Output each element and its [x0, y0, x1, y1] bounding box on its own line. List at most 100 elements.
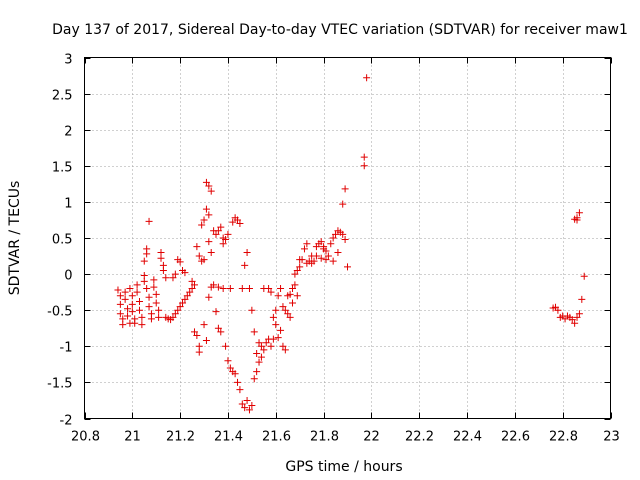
data-point [214, 227, 222, 235]
x-tick-label: 21.6 [262, 430, 291, 445]
data-point [195, 252, 203, 260]
data-point [200, 321, 208, 329]
data-point [205, 211, 213, 219]
data-point [126, 285, 134, 293]
data-point [207, 187, 215, 195]
data-point [255, 358, 263, 366]
data-point [202, 205, 210, 213]
data-point [188, 285, 196, 293]
data-point [298, 256, 306, 264]
data-point [169, 274, 177, 282]
data-point [169, 313, 177, 321]
data-point [580, 272, 588, 280]
data-point [243, 248, 251, 256]
data-point [289, 285, 297, 293]
x-tick-label: 23 [603, 430, 620, 445]
data-point [334, 248, 342, 256]
data-point [116, 310, 124, 318]
y-tick-label: 0.5 [52, 233, 73, 248]
x-tick-label: 21 [124, 430, 141, 445]
data-point [360, 162, 368, 170]
data-point [289, 299, 297, 307]
data-point [205, 293, 213, 301]
data-point [202, 178, 210, 186]
y-tick-label: -1 [60, 341, 73, 356]
data-point [157, 254, 165, 262]
data-point [152, 299, 160, 307]
data-point [217, 328, 225, 336]
data-point [238, 285, 246, 293]
data-point [262, 339, 270, 347]
data-point [140, 272, 148, 280]
data-point [226, 285, 234, 293]
data-point [181, 269, 189, 277]
data-point [265, 285, 273, 293]
x-tick-label: 21.8 [310, 430, 339, 445]
data-point [195, 348, 203, 356]
data-point [575, 310, 583, 318]
data-point [234, 216, 242, 224]
data-point [279, 303, 287, 311]
data-point [116, 292, 124, 300]
data-point [133, 281, 141, 289]
data-point [210, 281, 218, 289]
y-tick-label: 2.5 [52, 89, 73, 104]
data-point [176, 258, 184, 266]
data-point [277, 285, 285, 293]
x-tick-label: 22.6 [501, 430, 530, 445]
data-point [578, 295, 586, 303]
data-point [272, 306, 280, 314]
data-point [253, 350, 261, 358]
data-point [205, 238, 213, 246]
data-point [140, 257, 148, 265]
data-point [274, 292, 282, 300]
data-point [193, 331, 201, 339]
data-point [293, 266, 301, 274]
data-point [360, 153, 368, 161]
data-point [224, 357, 232, 365]
data-point [162, 274, 170, 282]
data-point [188, 277, 196, 285]
data-point [190, 328, 198, 336]
data-points [114, 74, 588, 414]
data-point [322, 256, 330, 264]
data-point [320, 243, 328, 251]
data-point [236, 386, 244, 394]
data-point [138, 321, 146, 329]
data-point [269, 313, 277, 321]
y-tick-label: 2 [64, 125, 72, 140]
data-point [150, 276, 158, 284]
data-point [286, 313, 294, 321]
data-point [143, 245, 151, 253]
data-point [310, 257, 318, 265]
data-point [339, 230, 347, 238]
data-point [128, 300, 136, 308]
data-point [159, 266, 167, 274]
data-point [291, 281, 299, 289]
x-tick-label: 21.4 [214, 430, 243, 445]
y-tick-label: 3 [64, 53, 72, 68]
x-axis-label: GPS time / hours [285, 459, 402, 475]
data-point [171, 310, 179, 318]
data-point [575, 209, 583, 217]
data-point [257, 342, 265, 350]
data-point [329, 257, 337, 265]
x-tick-label: 21.2 [166, 430, 195, 445]
data-point [241, 404, 249, 412]
data-point [121, 295, 129, 303]
data-point [150, 283, 158, 291]
data-point [277, 326, 285, 334]
data-point [214, 283, 222, 291]
data-point [281, 306, 289, 314]
data-point [155, 313, 163, 321]
data-point [272, 321, 280, 329]
y-tick-label: -2 [60, 414, 73, 429]
data-point [300, 245, 308, 253]
data-point [135, 306, 143, 314]
data-point [231, 370, 239, 378]
y-tick-label: 0 [64, 269, 72, 284]
data-point [284, 310, 292, 318]
data-point [135, 298, 143, 306]
data-point [339, 200, 347, 208]
data-point [269, 335, 277, 343]
